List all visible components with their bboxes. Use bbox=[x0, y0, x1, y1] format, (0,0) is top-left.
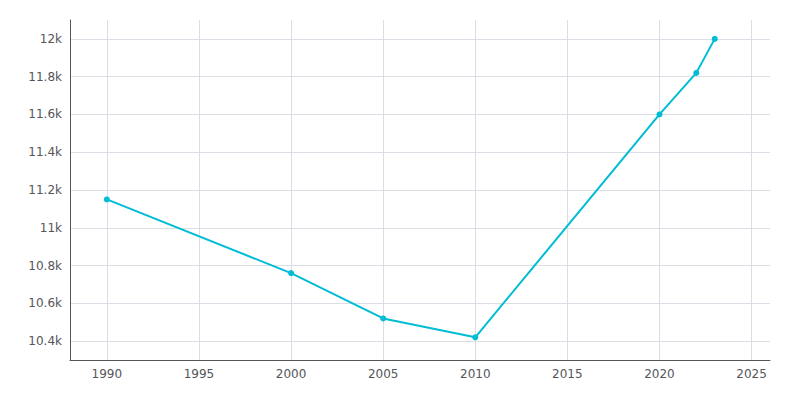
svg-text:11k: 11k bbox=[40, 221, 62, 235]
svg-text:1995: 1995 bbox=[184, 367, 215, 381]
svg-text:1990: 1990 bbox=[92, 367, 123, 381]
svg-text:10.8k: 10.8k bbox=[28, 259, 62, 273]
svg-text:2015: 2015 bbox=[552, 367, 583, 381]
svg-text:2005: 2005 bbox=[368, 367, 399, 381]
svg-text:10.4k: 10.4k bbox=[28, 334, 62, 348]
svg-text:11.8k: 11.8k bbox=[28, 70, 62, 84]
svg-text:11.6k: 11.6k bbox=[28, 107, 62, 121]
svg-text:11.2k: 11.2k bbox=[28, 183, 62, 197]
svg-text:2000: 2000 bbox=[276, 367, 307, 381]
svg-text:10.6k: 10.6k bbox=[28, 296, 62, 310]
svg-text:2020: 2020 bbox=[644, 367, 675, 381]
svg-text:11.4k: 11.4k bbox=[28, 145, 62, 159]
svg-text:2010: 2010 bbox=[460, 367, 491, 381]
svg-text:2025: 2025 bbox=[736, 367, 767, 381]
svg-text:12k: 12k bbox=[40, 32, 62, 46]
